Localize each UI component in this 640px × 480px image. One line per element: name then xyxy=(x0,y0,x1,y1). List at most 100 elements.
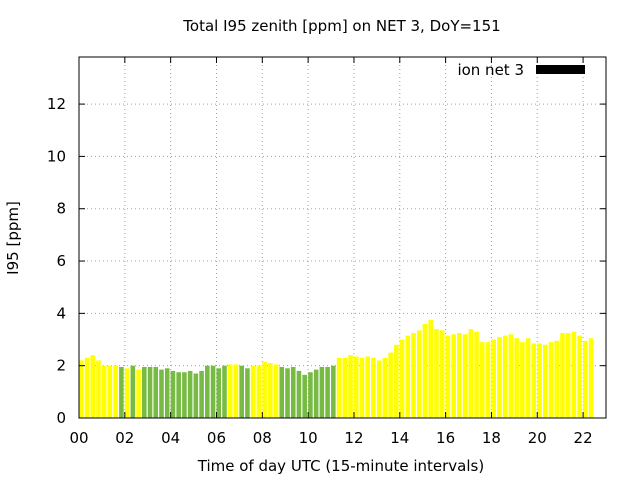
bar xyxy=(290,366,296,418)
bar xyxy=(245,368,250,418)
bar xyxy=(130,365,136,418)
legend: ion net 3 xyxy=(457,61,585,79)
y-tick-label: 12 xyxy=(47,95,66,113)
bar xyxy=(525,338,531,418)
bar xyxy=(382,357,388,418)
x-tick-label: 16 xyxy=(436,429,455,447)
bar xyxy=(239,365,244,418)
bar xyxy=(222,365,227,418)
bar xyxy=(136,369,141,418)
bar xyxy=(336,357,342,418)
bar xyxy=(176,372,181,418)
bar xyxy=(491,339,497,418)
bar xyxy=(153,366,159,418)
bar xyxy=(216,368,222,418)
legend-swatch xyxy=(536,65,585,74)
bar xyxy=(405,335,411,418)
bar xyxy=(508,334,514,418)
bar xyxy=(302,374,307,418)
y-tick-label: 6 xyxy=(56,252,66,270)
bar xyxy=(560,332,565,418)
bar xyxy=(371,357,376,418)
bar xyxy=(376,360,382,418)
bar xyxy=(365,356,370,418)
bar xyxy=(313,369,319,418)
bar xyxy=(101,365,107,418)
bar xyxy=(462,334,468,418)
bar xyxy=(554,340,560,418)
bar xyxy=(428,319,434,418)
chart-title: Total I95 zenith [ppm] on NET 3, DoY=151 xyxy=(182,17,500,35)
bar xyxy=(583,340,588,418)
bar xyxy=(187,370,193,418)
bar xyxy=(205,365,210,418)
bar xyxy=(79,360,84,418)
bar xyxy=(113,365,118,418)
bar xyxy=(273,364,279,418)
bar xyxy=(502,335,508,418)
bar xyxy=(325,366,330,418)
bar xyxy=(233,364,239,418)
bar xyxy=(411,332,416,418)
bar xyxy=(388,352,393,418)
bar xyxy=(422,323,428,418)
bar xyxy=(577,335,582,418)
bar xyxy=(199,370,204,418)
x-tick-label: 00 xyxy=(69,429,88,447)
bar xyxy=(262,361,267,418)
bar xyxy=(124,368,130,418)
bar xyxy=(537,343,542,418)
bar xyxy=(227,364,233,418)
bar xyxy=(308,372,313,418)
bar xyxy=(514,338,519,418)
x-tick-label: 18 xyxy=(482,429,501,447)
bar xyxy=(142,366,147,418)
bar xyxy=(520,342,525,418)
bar xyxy=(331,365,336,418)
bar xyxy=(210,365,216,418)
bar xyxy=(84,357,90,418)
bar xyxy=(479,342,485,418)
bar xyxy=(497,336,502,418)
y-tick-label: 2 xyxy=(56,357,66,375)
bar xyxy=(439,330,445,418)
bar xyxy=(147,366,153,418)
bar xyxy=(359,357,365,418)
bar xyxy=(342,357,348,418)
bar xyxy=(588,338,594,418)
bar xyxy=(193,373,199,418)
x-tick-label: 14 xyxy=(390,429,409,447)
legend-label: ion net 3 xyxy=(457,61,524,79)
x-tick-label: 02 xyxy=(115,429,134,447)
bar xyxy=(182,372,187,418)
bar xyxy=(571,331,577,418)
bar xyxy=(285,368,290,418)
bar xyxy=(90,355,96,418)
x-tick-label: 06 xyxy=(207,429,226,447)
y-tick-label: 4 xyxy=(56,304,66,322)
bar xyxy=(164,368,170,418)
x-tick-label: 22 xyxy=(574,429,593,447)
bar xyxy=(434,329,439,418)
bar xyxy=(542,344,548,418)
bar xyxy=(399,339,405,418)
bar xyxy=(451,334,456,418)
bar xyxy=(468,329,474,418)
bar xyxy=(565,332,571,418)
x-tick-label: 12 xyxy=(344,429,363,447)
bar xyxy=(96,360,101,418)
bar xyxy=(445,335,451,418)
bar xyxy=(485,342,491,418)
y-axis-label: I95 [ppm] xyxy=(4,201,22,275)
bar xyxy=(107,365,113,418)
bar xyxy=(416,330,422,418)
x-axis-label: Time of day UTC (15-minute intervals) xyxy=(197,457,484,475)
y-tick-label: 8 xyxy=(56,200,66,218)
bar xyxy=(457,332,462,418)
bar xyxy=(474,331,479,418)
x-tick-label: 10 xyxy=(299,429,318,447)
bar xyxy=(548,342,554,418)
bar xyxy=(296,370,302,418)
